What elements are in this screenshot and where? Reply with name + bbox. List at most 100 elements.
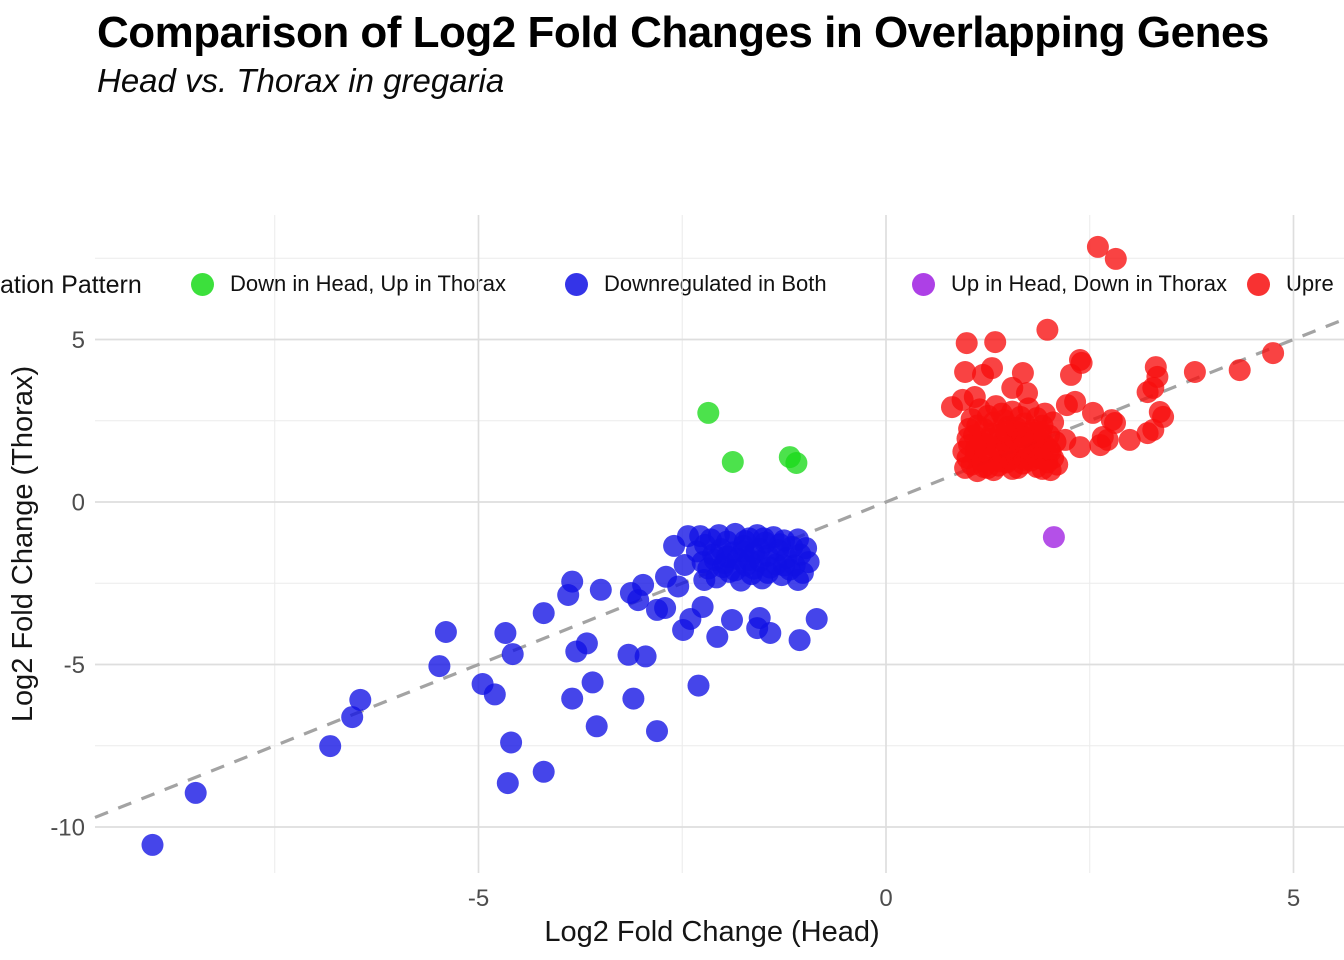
data-point — [773, 554, 796, 577]
data-point — [1031, 457, 1054, 480]
blue-dot-icon — [565, 272, 588, 296]
data-point — [974, 433, 997, 456]
data-point — [706, 625, 729, 648]
data-point — [738, 548, 761, 571]
data-point — [716, 545, 739, 568]
legend-item-down-head-up-thorax: Down in Head, Up in Thorax — [191, 271, 506, 297]
x-tick-label: 5 — [1287, 885, 1300, 912]
chart-subtitle: Head vs. Thorax in gregaria — [97, 62, 505, 99]
data-point — [585, 715, 608, 738]
data-point — [654, 597, 677, 619]
data-point — [1118, 428, 1141, 451]
data-point — [581, 671, 604, 694]
purple-dot-icon — [912, 272, 935, 296]
data-point — [141, 833, 164, 856]
gridlines-major — [95, 215, 1344, 873]
data-point — [634, 645, 657, 668]
data-point — [428, 655, 451, 678]
data-point — [805, 608, 828, 630]
red-dot-icon — [1247, 272, 1270, 296]
data-point — [1136, 381, 1159, 404]
data-point — [1262, 342, 1285, 365]
data-point — [734, 530, 756, 552]
data-point — [1089, 434, 1112, 457]
data-point — [1136, 422, 1159, 445]
data-point — [677, 525, 699, 548]
data-point — [693, 569, 716, 591]
data-point — [532, 760, 555, 783]
y-tick-label: 0 — [72, 490, 85, 517]
legend-item-label: Up in Head, Down in Thorax — [951, 271, 1227, 296]
data-point — [483, 683, 506, 706]
y-tick-labels: 5 0 -5 -10 — [50, 327, 85, 842]
data-point — [697, 401, 720, 424]
data-point — [752, 527, 775, 550]
data-point — [721, 451, 744, 473]
data-point — [955, 332, 978, 355]
x-tick-label: 0 — [879, 885, 892, 912]
legend-item-up-head-down-thorax: Up in Head, Down in Thorax — [912, 271, 1227, 297]
data-point — [785, 452, 808, 474]
y-axis-title: Log2 Fold Change (Thorax) — [7, 366, 39, 722]
data-point — [589, 578, 612, 601]
x-axis-title: Log2 Fold Change (Head) — [544, 916, 879, 948]
data-point — [966, 414, 989, 437]
data-point — [982, 459, 1005, 482]
data-point — [655, 565, 677, 588]
y-tick-label: -5 — [64, 652, 85, 679]
data-point — [1016, 382, 1038, 405]
data-point — [496, 772, 519, 795]
data-point — [557, 584, 580, 606]
green-dot-icon — [191, 272, 214, 296]
data-point — [679, 608, 702, 630]
data-point — [1007, 456, 1029, 479]
y-tick-label: -10 — [50, 815, 85, 842]
data-point — [500, 731, 523, 754]
data-point — [1042, 411, 1065, 434]
data-point — [721, 609, 743, 631]
data-point — [1055, 394, 1078, 417]
data-points — [141, 235, 1285, 856]
data-point — [1042, 526, 1065, 549]
data-point — [561, 687, 584, 710]
data-point — [1104, 247, 1127, 270]
data-point — [952, 440, 975, 463]
y-tick-label: 5 — [72, 327, 85, 354]
data-point — [319, 735, 342, 758]
data-point — [990, 402, 1013, 425]
data-point — [984, 331, 1007, 354]
chart-title: Comparison of Log2 Fold Changes in Overl… — [97, 8, 1269, 57]
data-point — [797, 551, 820, 574]
data-point — [617, 643, 640, 666]
x-tick-labels: -5 0 5 — [468, 885, 1300, 912]
data-point — [1054, 428, 1077, 451]
data-point — [1060, 363, 1082, 386]
legend: ation Pattern Down in Head, Up in Thorax… — [0, 132, 1344, 299]
data-point — [1183, 361, 1206, 383]
data-point — [673, 554, 696, 576]
legend-item-label: Down in Head, Up in Thorax — [230, 271, 506, 296]
data-point — [941, 396, 963, 419]
data-point — [575, 632, 598, 655]
data-point — [632, 573, 655, 596]
data-point — [341, 706, 364, 729]
x-tick-label: -5 — [468, 885, 489, 912]
data-point — [787, 569, 809, 591]
data-point — [981, 357, 1003, 380]
data-point — [532, 602, 555, 625]
data-point — [184, 781, 207, 804]
data-point — [759, 622, 782, 644]
data-point — [494, 622, 517, 644]
legend-item-label: Downregulated in Both — [604, 271, 827, 296]
data-point — [646, 720, 668, 743]
legend-title: ation Pattern — [0, 271, 142, 299]
data-point — [622, 687, 645, 710]
data-point — [954, 361, 977, 383]
data-point — [434, 621, 457, 643]
data-point — [1086, 235, 1109, 258]
data-point — [349, 688, 372, 711]
data-point — [1082, 401, 1104, 424]
data-point — [1228, 359, 1251, 382]
data-point — [501, 643, 524, 666]
data-point — [1036, 318, 1059, 341]
